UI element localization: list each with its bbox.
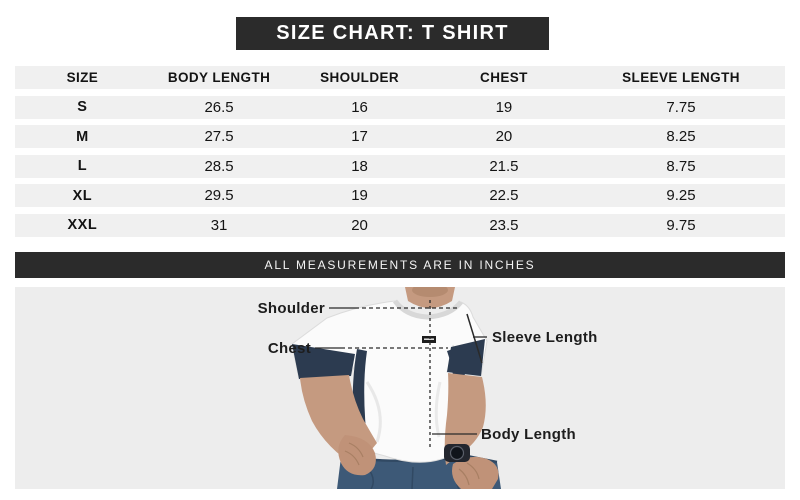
tshirt-measurement-diagram: Shoulder Chest Sleeve Length Body Length: [15, 287, 785, 489]
cell-sleeve-length: 9.75: [666, 216, 696, 234]
column-header-body-length: BODY LENGTH: [167, 70, 271, 85]
label-chest: Chest: [268, 340, 311, 357]
model-right-hand: [452, 456, 499, 489]
cell-chest: 23.5: [489, 216, 519, 234]
cell-sleeve-length: 8.75: [666, 157, 696, 175]
cell-chest: 22.5: [489, 187, 519, 204]
cell-body-length: 29.5: [204, 187, 234, 204]
cell-body-length: 28.5: [204, 157, 234, 175]
cell-body-length: 26.5: [204, 98, 234, 116]
note-banner: ALL MEASUREMENTS ARE IN INCHES: [15, 252, 785, 278]
table-header-row: SIZE BODY LENGTH SHOULDER CHEST SLEEVE L…: [15, 66, 785, 89]
tshirt-sleeve-band-right: [447, 339, 485, 376]
column-header-chest: CHEST: [480, 70, 528, 85]
table-row-xl: XL 29.5 19 22.5 9.25: [15, 184, 785, 207]
model-left-arm: [300, 375, 377, 476]
cell-size: XXL: [67, 217, 98, 233]
cell-body-length: 31: [210, 216, 228, 234]
column-header-size: SIZE: [66, 70, 99, 85]
cell-shoulder: 20: [351, 216, 368, 234]
shirt-logo: [422, 336, 436, 343]
cell-sleeve-length: 7.75: [666, 98, 696, 116]
note-text: ALL MEASUREMENTS ARE IN INCHES: [264, 258, 536, 272]
cell-size: S: [77, 99, 88, 115]
cell-chest: 20: [495, 128, 513, 145]
sleeve-length-line: [466, 313, 483, 364]
model-neck: [405, 287, 455, 308]
table-row-s: S 26.5 16 19 7.75: [15, 95, 785, 119]
model-left-hand: [338, 435, 376, 476]
table-row-l: L 28.5 18 21.5 8.75: [15, 154, 785, 178]
model-illustration: Shoulder Chest Sleeve Length Body Length: [15, 287, 785, 489]
tshirt-sleeve-band-left: [292, 344, 355, 379]
cell-shoulder: 16: [351, 98, 368, 116]
cell-shoulder: 19: [351, 187, 368, 204]
cell-chest: 19: [495, 98, 513, 116]
wrist-watch: [444, 444, 470, 462]
cell-chest: 21.5: [489, 157, 519, 175]
cell-size: XL: [72, 187, 93, 204]
label-sleeve-length: Sleeve Length: [492, 329, 598, 346]
table-row-xxl: XXL 31 20 23.5 9.75: [15, 213, 785, 237]
label-shoulder: Shoulder: [258, 300, 325, 317]
label-body-length: Body Length: [481, 426, 576, 443]
cell-sleeve-length: 8.25: [666, 128, 696, 145]
title-banner: SIZE CHART: T SHIRT: [236, 17, 549, 50]
tshirt-collar: [392, 299, 463, 320]
cell-shoulder: 18: [351, 157, 368, 175]
model-right-arm: [444, 373, 499, 489]
cell-size: M: [76, 128, 89, 145]
table-row-m: M 27.5 17 20 8.25: [15, 125, 785, 148]
cell-body-length: 27.5: [204, 128, 234, 145]
measurement-lines: [315, 300, 487, 447]
page-title: SIZE CHART: T SHIRT: [276, 22, 509, 44]
cell-sleeve-length: 9.25: [666, 187, 696, 204]
cell-size: L: [77, 158, 88, 174]
size-chart-table: SIZE BODY LENGTH SHOULDER CHEST SLEEVE L…: [15, 66, 785, 243]
column-header-sleeve-length: SLEEVE LENGTH: [622, 70, 740, 85]
cell-shoulder: 17: [351, 128, 368, 145]
column-header-shoulder: SHOULDER: [320, 70, 400, 85]
